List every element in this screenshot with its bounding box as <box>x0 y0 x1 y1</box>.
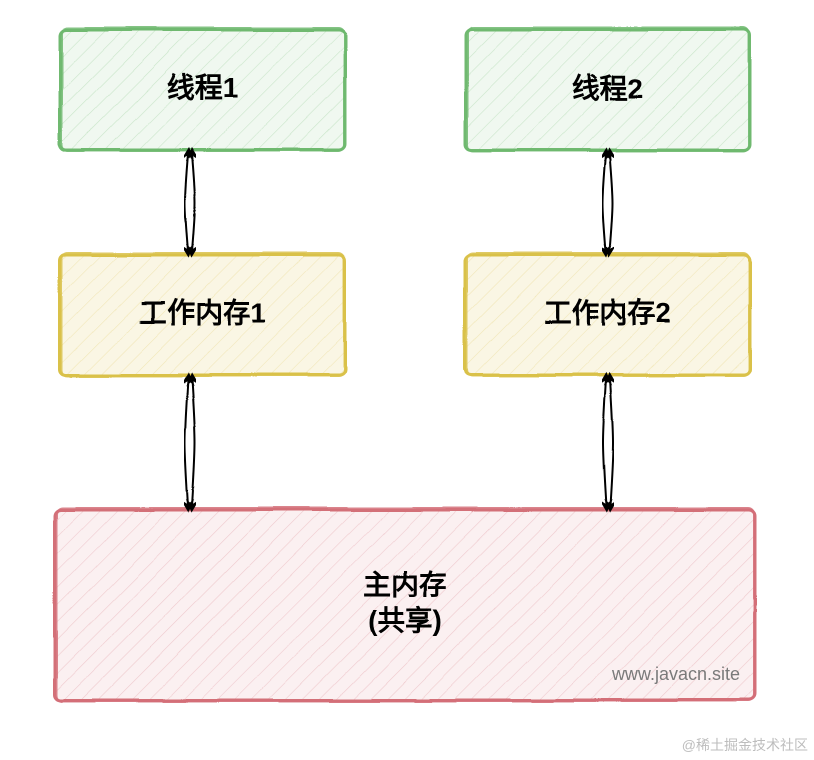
box-label-workmem2: 工作内存2 <box>544 296 672 328</box>
box-thread1: 线程1 <box>60 28 345 151</box>
arrow-thread2-workmem2 <box>603 154 613 251</box>
box-workmem1: 工作内存1 <box>60 253 345 376</box>
footer-url: www.javacn.site <box>611 664 740 684</box>
arrow-workmem1-mainmem <box>185 379 195 506</box>
box-thread2: 线程2 <box>465 28 750 151</box>
box-label-thread1: 线程1 <box>167 72 239 103</box>
box-label-thread2: 线程2 <box>572 72 644 103</box>
box-label-workmem1: 工作内存1 <box>139 296 267 328</box>
arrow-thread1-workmem1 <box>185 154 195 251</box>
box-workmem2: 工作内存2 <box>465 253 750 376</box>
arrow-workmem2-mainmem <box>603 379 613 506</box>
watermark: @稀土掘金技术社区 <box>682 737 808 753</box>
box-sublabel-mainmem: (共享) <box>368 604 443 636</box>
box-label-mainmem: 主内存 <box>363 568 447 600</box>
